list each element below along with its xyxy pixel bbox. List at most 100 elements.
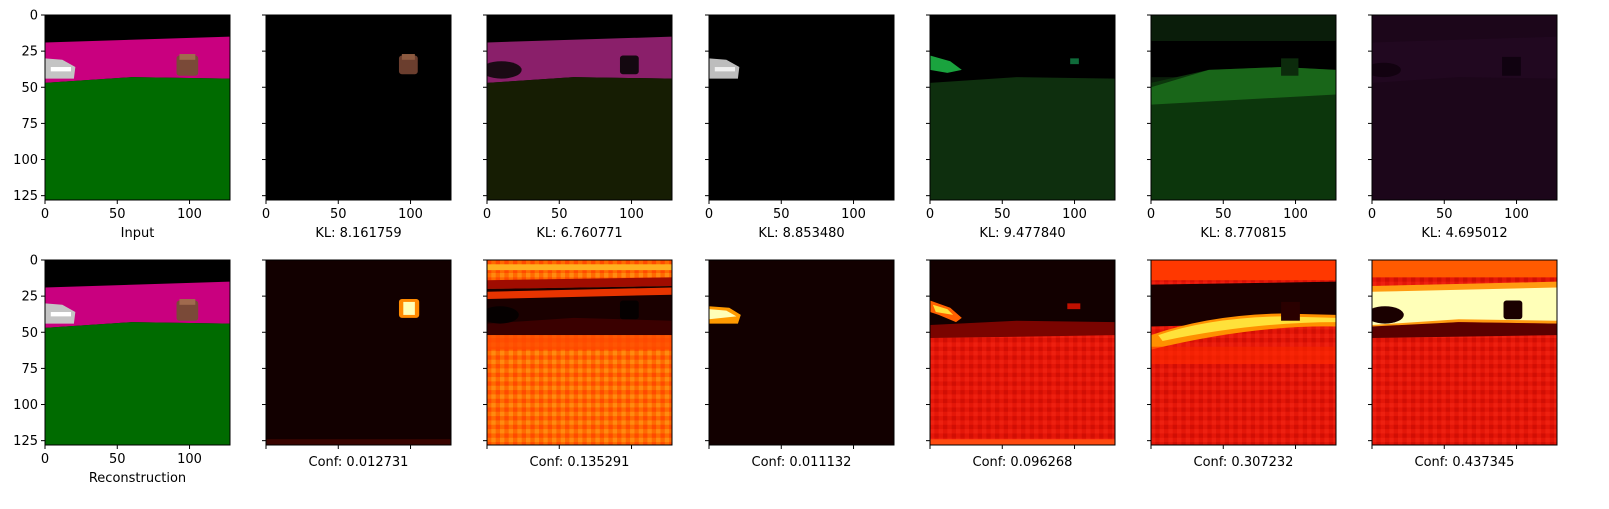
x-tick-label: 0: [483, 207, 491, 222]
brown-object: [176, 300, 199, 321]
brown-object: [176, 55, 199, 76]
axes-frame: [929, 259, 1116, 446]
panel-label: KL: 4.695012: [1421, 226, 1507, 241]
x-tick-label: 100: [177, 452, 202, 467]
x-tick-label: 0: [41, 452, 49, 467]
axes-frame: [44, 14, 231, 201]
axes-frame: [1371, 259, 1558, 446]
panel-label: Conf: 0.307232: [1194, 455, 1294, 470]
y-tick-label: 50: [21, 326, 38, 341]
axes-frame: [486, 259, 673, 446]
x-tick-label: 100: [177, 207, 202, 222]
y-tick-label: 75: [21, 117, 38, 132]
brown-object: [398, 55, 418, 75]
x-tick-label: 100: [1062, 207, 1087, 222]
grey-vehicle-highlight: [50, 312, 72, 317]
slot5-mask-image: [1151, 15, 1336, 200]
panel-conf2: Conf: 0.135291: [483, 259, 673, 470]
y-tick-label: 125: [13, 189, 38, 204]
axes-frame: [1150, 259, 1337, 446]
floor-region: [487, 77, 672, 200]
axes-frame: [265, 14, 452, 201]
y-tick-label: 100: [13, 398, 38, 413]
brown-object-top: [179, 54, 196, 60]
x-tick-label: 50: [551, 207, 568, 222]
panel-label: Conf: 0.437345: [1415, 455, 1515, 470]
panel-label: Reconstruction: [89, 471, 186, 486]
axes-frame: [708, 259, 895, 446]
x-tick-label: 50: [994, 207, 1011, 222]
y-tick-label: 100: [13, 153, 38, 168]
y-tick-label: 25: [21, 45, 38, 60]
vehicle-edge: [930, 55, 962, 73]
axes-frame: [1371, 14, 1558, 201]
panel-label: KL: 9.477840: [979, 226, 1065, 241]
panel-slot4: 0 50 100 KL: 9.477840: [926, 14, 1116, 241]
panel-slot1: 0 50 100 KL: 8.161759: [262, 14, 452, 241]
x-tick-label: 0: [41, 207, 49, 222]
x-tick-label: 50: [330, 207, 347, 222]
panel-conf4: Conf: 0.096268: [926, 259, 1116, 470]
slot4-mask-image: [930, 15, 1115, 200]
panel-conf5: Conf: 0.307232: [1147, 259, 1337, 470]
x-tick-label: 0: [262, 207, 270, 222]
axes-frame: [265, 259, 452, 446]
segmentation-image: [45, 15, 230, 200]
conf5-heatmap-image: [1151, 260, 1336, 445]
conf2-heatmap-image: [487, 260, 672, 445]
panel-slot2: 0 50 100 KL: 6.760771: [483, 14, 673, 241]
axes-frame: [929, 14, 1116, 201]
panel-conf3: Conf: 0.011132: [705, 259, 895, 470]
panel-label: KL: 8.853480: [758, 226, 844, 241]
axes-frame: [708, 14, 895, 201]
panel-slot5: 0 50 100 KL: 8.770815: [1147, 14, 1337, 241]
slot2-mask-image: [487, 15, 672, 200]
x-tick-label: 0: [1368, 207, 1376, 222]
panel-conf1: Conf: 0.012731: [262, 259, 452, 470]
grey-vehicle-highlight: [50, 67, 72, 72]
y-tick-label: 25: [21, 290, 38, 305]
y-tick-label: 0: [30, 254, 38, 269]
conf6-heatmap-image: [1372, 260, 1557, 445]
axes-frame: [486, 14, 673, 201]
floor-region: [930, 77, 1115, 200]
y-tick-label: 50: [21, 81, 38, 96]
x-tick-label: 50: [109, 452, 126, 467]
x-tick-label: 50: [109, 207, 126, 222]
axes-frame: [1150, 14, 1337, 201]
panel-label: Input: [121, 226, 155, 241]
slot1-mask-image: [266, 15, 451, 200]
x-tick-label: 100: [398, 207, 423, 222]
x-tick-label: 100: [1504, 207, 1529, 222]
x-tick-label: 0: [1147, 207, 1155, 222]
x-tick-label: 100: [841, 207, 866, 222]
brown-object-top: [179, 299, 196, 305]
conf1-heatmap-image: [266, 260, 451, 445]
x-tick-label: 100: [619, 207, 644, 222]
panel-label: Conf: 0.011132: [752, 455, 852, 470]
slot3-mask-image: [709, 15, 894, 200]
conf3-heatmap-image: [709, 260, 894, 445]
panel-label: KL: 8.161759: [315, 226, 401, 241]
x-tick-label: 50: [1215, 207, 1232, 222]
panel-label: Conf: 0.135291: [530, 455, 630, 470]
panel-label: KL: 8.770815: [1200, 226, 1286, 241]
y-tick-label: 75: [21, 362, 38, 377]
y-tick-label: 0: [30, 9, 38, 24]
conf4-heatmap-image: [930, 260, 1115, 445]
panel-label: Conf: 0.012731: [309, 455, 409, 470]
floor-region: [45, 77, 230, 200]
panel-label: Conf: 0.096268: [973, 455, 1073, 470]
x-tick-label: 50: [773, 207, 790, 222]
x-tick-label: 0: [926, 207, 934, 222]
x-tick-label: 100: [1283, 207, 1308, 222]
x-tick-label: 0: [705, 207, 713, 222]
y-tick-label: 125: [13, 434, 38, 449]
panel-conf6: Conf: 0.437345: [1368, 259, 1558, 470]
panel-slot3: 0 50 100 KL: 8.853480: [705, 14, 895, 241]
axes-frame: [44, 259, 231, 446]
segmentation-image: [45, 260, 230, 445]
